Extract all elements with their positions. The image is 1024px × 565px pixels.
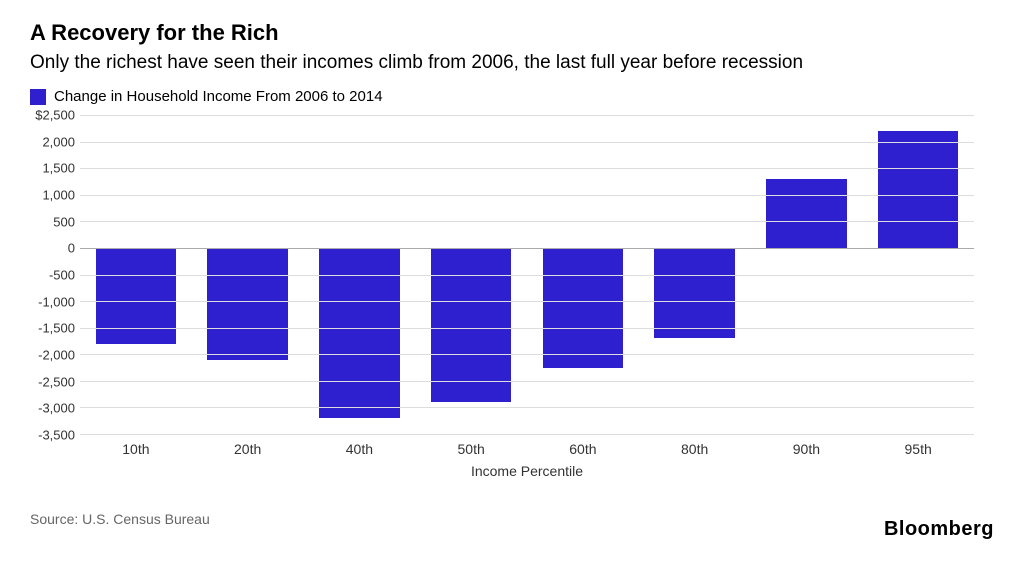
x-tick-label: 80th [639,441,751,457]
x-axis-label: Income Percentile [80,463,974,479]
y-tick-label: -3,500 [25,428,75,443]
plot-area [80,115,974,435]
y-tick-label: -2,000 [25,348,75,363]
y-tick-label: -1,500 [25,321,75,336]
bar [431,248,511,402]
zero-line [80,248,974,249]
y-tick-label: -500 [25,268,75,283]
legend-label: Change in Household Income From 2006 to … [54,88,383,105]
x-tick-label: 50th [415,441,527,457]
bar [319,248,399,418]
gridline [80,275,974,276]
y-tick-label: 1,000 [25,188,75,203]
y-tick-label: $2,500 [25,108,75,123]
gridline [80,434,974,435]
gridline [80,195,974,196]
y-tick-label: -2,500 [25,374,75,389]
gridline [80,115,974,116]
chart-subtitle: Only the richest have seen their incomes… [30,52,994,74]
brand-logo: Bloomberg [884,518,994,541]
bar [878,131,958,248]
bar [207,248,287,360]
y-tick-label: 1,500 [25,161,75,176]
x-tick-label: 40th [304,441,416,457]
gridline [80,221,974,222]
x-tick-label: 90th [751,441,863,457]
x-tick-label: 95th [862,441,974,457]
y-axis: $2,5002,0001,5001,0005000-500-1,000-1,50… [25,115,75,435]
x-tick-label: 10th [80,441,192,457]
gridline [80,328,974,329]
bar [543,248,623,368]
bar [96,248,176,344]
x-axis: 10th20th40th50th60th80th90th95th [80,441,974,457]
x-tick-label: 20th [192,441,304,457]
bar [766,179,846,248]
gridline [80,354,974,355]
y-tick-label: 500 [25,214,75,229]
gridline [80,381,974,382]
x-tick-label: 60th [527,441,639,457]
source-text: Source: U.S. Census Bureau [30,511,210,527]
legend: Change in Household Income From 2006 to … [30,88,994,105]
y-tick-label: 2,000 [25,134,75,149]
gridline [80,168,974,169]
gridline [80,407,974,408]
y-tick-label: -3,000 [25,401,75,416]
chart-container: A Recovery for the Rich Only the richest… [0,0,1024,565]
chart-title: A Recovery for the Rich [30,20,994,46]
y-tick-label: -1,000 [25,294,75,309]
gridline [80,142,974,143]
legend-swatch [30,89,46,105]
chart-area: $2,5002,0001,5001,0005000-500-1,000-1,50… [80,115,974,435]
y-tick-label: 0 [25,241,75,256]
gridline [80,301,974,302]
bar [654,248,734,338]
